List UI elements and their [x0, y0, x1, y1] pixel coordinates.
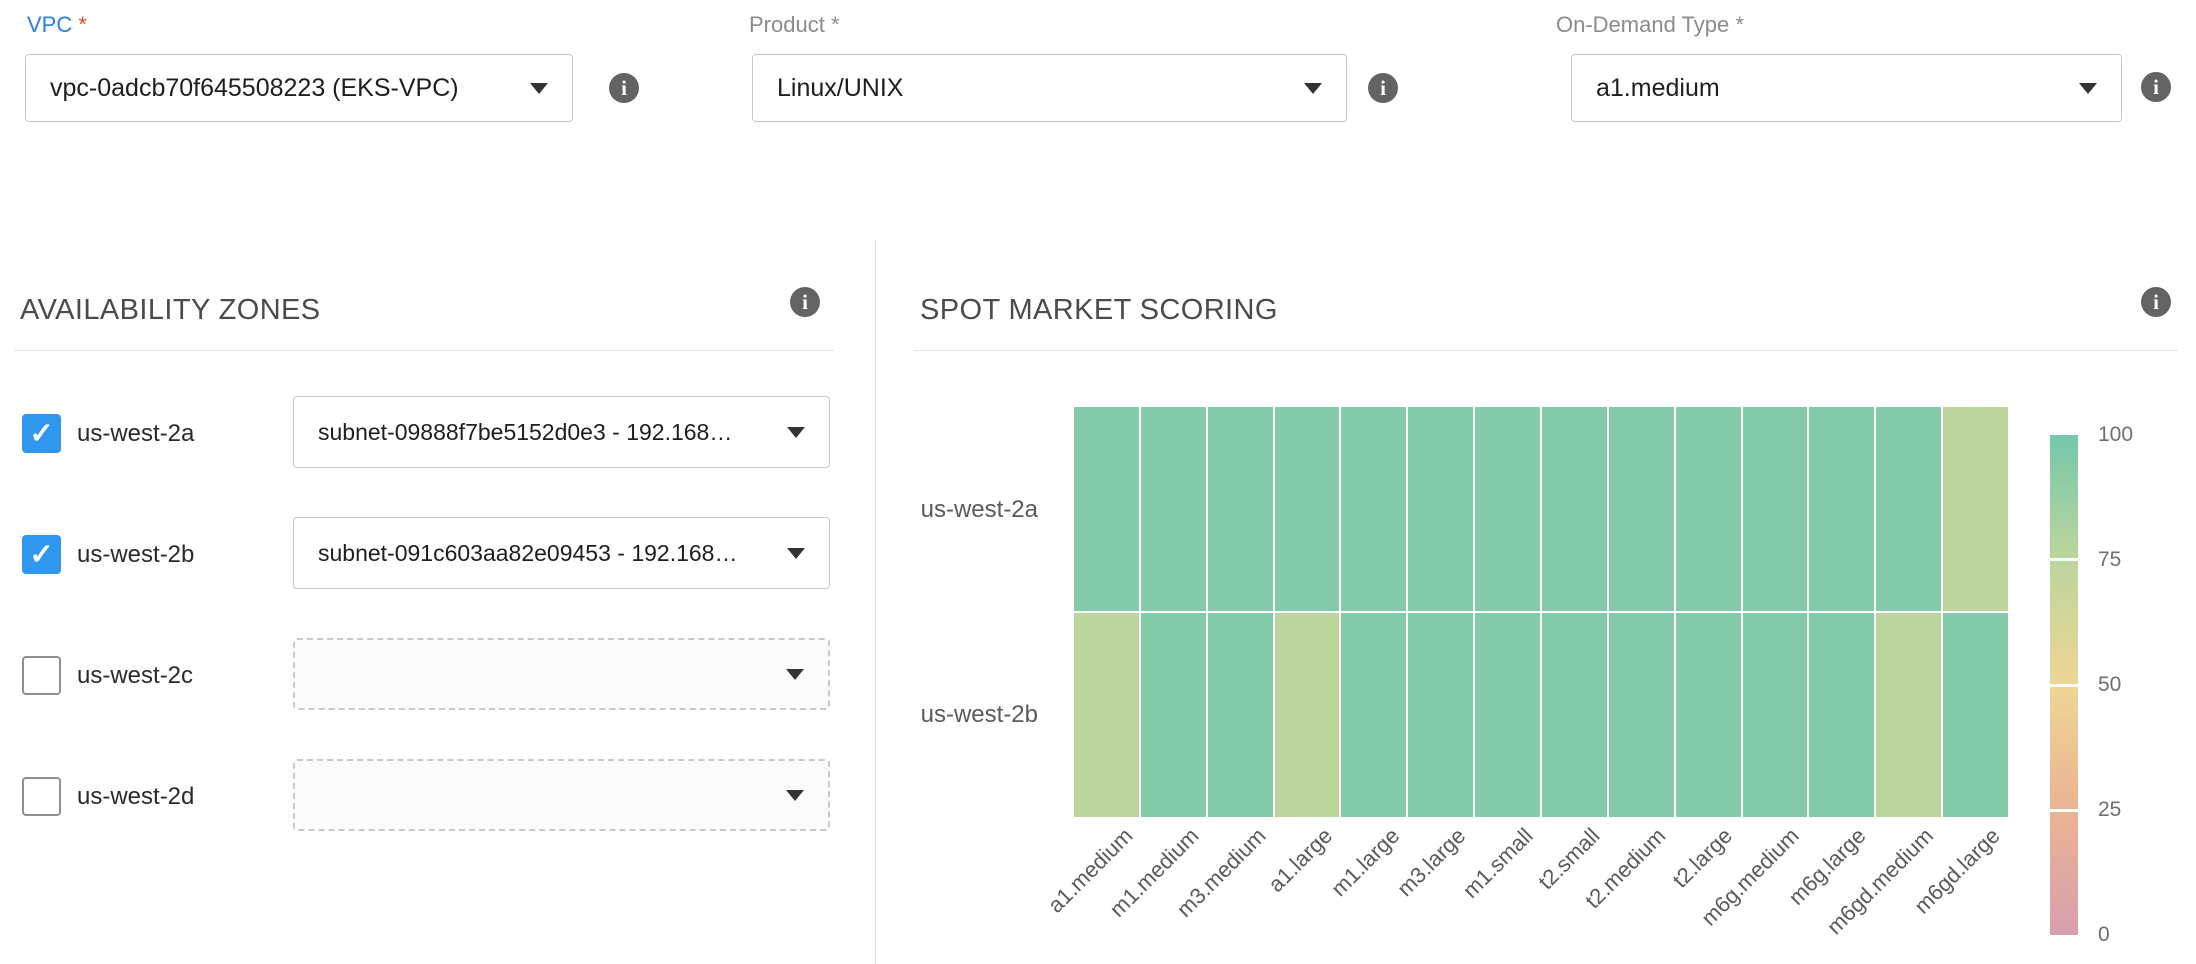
- subnet-select-us-west-2b[interactable]: subnet-091c603aa82e09453 - 192.168…: [293, 517, 830, 589]
- page: VPC * vpc-0adcb70f645508223 (EKS-VPC) i …: [0, 0, 2196, 964]
- vpc-label-text: VPC: [27, 12, 72, 37]
- subnet-select-value: subnet-09888f7be5152d0e3 - 192.168…: [318, 419, 775, 446]
- heatmap-cell-us-west-2a-m1.large[interactable]: [1341, 407, 1406, 611]
- heatmap-cell-us-west-2b-t2.large[interactable]: [1676, 613, 1741, 817]
- colorbar-tick-75: 75: [2098, 547, 2178, 573]
- subnet-select-us-west-2a[interactable]: subnet-09888f7be5152d0e3 - 192.168…: [293, 396, 830, 468]
- heatmap-cell-us-west-2b-m3.large[interactable]: [1408, 613, 1473, 817]
- heatmap-cell-us-west-2b-m1.medium[interactable]: [1141, 613, 1206, 817]
- caret-down-icon: [787, 548, 805, 559]
- heatmap-colorbar: [2050, 435, 2078, 935]
- caret-down-icon: [1304, 83, 1322, 94]
- availability-zones-divider: [14, 350, 834, 351]
- heatmap-cell-us-west-2b-m6g.medium[interactable]: [1743, 613, 1808, 817]
- availability-zones-info-icon[interactable]: i: [790, 287, 820, 317]
- caret-down-icon: [786, 790, 804, 801]
- heatmap-cell-us-west-2a-m1.medium[interactable]: [1141, 407, 1206, 611]
- heatmap-cell-us-west-2b-m1.large[interactable]: [1341, 613, 1406, 817]
- heatmap-cell-us-west-2b-m6gd.medium[interactable]: [1876, 613, 1941, 817]
- heatmap-cell-us-west-2a-a1.medium[interactable]: [1074, 407, 1139, 611]
- vpc-required-asterisk: *: [78, 12, 87, 37]
- colorbar-segment: [2050, 687, 2078, 810]
- heatmap-cell-us-west-2b-m1.small[interactable]: [1475, 613, 1540, 817]
- on-demand-type-info-icon[interactable]: i: [2141, 72, 2171, 102]
- vpc-info-icon[interactable]: i: [609, 73, 639, 103]
- heatmap-cell-us-west-2a-a1.large[interactable]: [1275, 407, 1340, 611]
- az-row-us-west-2d: us-west-2d: [0, 759, 860, 880]
- spot-market-scoring-title: SPOT MARKET SCORING: [920, 294, 1278, 327]
- colorbar-segment: [2050, 561, 2078, 684]
- on-demand-type-select[interactable]: a1.medium: [1571, 54, 2122, 122]
- heatmap-cell-us-west-2b-a1.medium[interactable]: [1074, 613, 1139, 817]
- spot-market-scoring-divider: [914, 350, 2178, 351]
- heatmap-cell-us-west-2a-t2.medium[interactable]: [1609, 407, 1674, 611]
- caret-down-icon: [2079, 83, 2097, 94]
- heatmap-cell-us-west-2a-m1.small[interactable]: [1475, 407, 1540, 611]
- heatmap-cell-us-west-2b-t2.small[interactable]: [1542, 613, 1607, 817]
- vpc-select[interactable]: vpc-0adcb70f645508223 (EKS-VPC): [25, 54, 573, 122]
- heatmap-cell-us-west-2a-m3.medium[interactable]: [1208, 407, 1273, 611]
- zone-label-us-west-2b: us-west-2b: [77, 535, 194, 574]
- colorbar-tick-25: 25: [2098, 797, 2178, 823]
- colorbar-segment: [2050, 435, 2078, 558]
- vpc-select-value: vpc-0adcb70f645508223 (EKS-VPC): [50, 74, 518, 103]
- subnet-select-us-west-2c[interactable]: [293, 638, 830, 710]
- on-demand-type-required-asterisk: *: [1735, 12, 1744, 37]
- heatmap-cell-us-west-2b-m6g.large[interactable]: [1809, 613, 1874, 817]
- product-select-value: Linux/UNIX: [777, 74, 1292, 103]
- availability-zones-rows: ✓ us-west-2a subnet-09888f7be5152d0e3 - 19…: [0, 396, 860, 880]
- checkbox-checked-us-west-2a[interactable]: ✓: [22, 414, 61, 453]
- colorbar-tick-100: 100: [2098, 422, 2178, 448]
- zone-label-us-west-2c: us-west-2c: [77, 656, 193, 695]
- heatmap-cell-us-west-2a-t2.large[interactable]: [1676, 407, 1741, 611]
- az-row-us-west-2c: us-west-2c: [0, 638, 860, 759]
- caret-down-icon: [786, 669, 804, 680]
- heatmap-cell-us-west-2a-m6gd.large[interactable]: [1943, 407, 2008, 611]
- subnet-select-value: subnet-091c603aa82e09453 - 192.168…: [318, 540, 775, 567]
- az-row-us-west-2a: ✓ us-west-2a subnet-09888f7be5152d0e3 - 19…: [0, 396, 860, 517]
- heatmap-cell-us-west-2a-m6g.large[interactable]: [1809, 407, 1874, 611]
- product-label: Product *: [749, 12, 840, 38]
- heatmap-cell-us-west-2b-m6gd.large[interactable]: [1943, 613, 2008, 817]
- subnet-select-us-west-2d[interactable]: [293, 759, 830, 831]
- az-row-us-west-2b: ✓ us-west-2b subnet-091c603aa82e09453 - 19…: [0, 517, 860, 638]
- checkbox-checked-us-west-2b[interactable]: ✓: [22, 535, 61, 574]
- colorbar-tick-0: 0: [2098, 922, 2178, 948]
- panel-divider: [875, 240, 876, 964]
- heatmap-cell-us-west-2a-m6gd.medium[interactable]: [1876, 407, 1941, 611]
- product-label-text: Product: [749, 12, 825, 37]
- on-demand-type-select-value: a1.medium: [1596, 74, 2067, 103]
- heatmap-y-label-us-west-2b: us-west-2b: [868, 700, 1038, 730]
- product-select[interactable]: Linux/UNIX: [752, 54, 1347, 122]
- checkbox-unchecked-us-west-2c[interactable]: [22, 656, 61, 695]
- on-demand-type-label-text: On-Demand Type: [1556, 12, 1729, 37]
- checkbox-unchecked-us-west-2d[interactable]: [22, 777, 61, 816]
- heatmap-cell-us-west-2b-m3.medium[interactable]: [1208, 613, 1273, 817]
- zone-label-us-west-2d: us-west-2d: [77, 777, 194, 816]
- caret-down-icon: [787, 427, 805, 438]
- heatmap-y-label-us-west-2a: us-west-2a: [868, 495, 1038, 525]
- heatmap-cell-us-west-2a-t2.small[interactable]: [1542, 407, 1607, 611]
- heatmap-cell-us-west-2a-m3.large[interactable]: [1408, 407, 1473, 611]
- product-required-asterisk: *: [831, 12, 840, 37]
- on-demand-type-label: On-Demand Type *: [1556, 12, 1744, 38]
- zone-label-us-west-2a: us-west-2a: [77, 414, 194, 453]
- spot-market-heatmap: [1074, 407, 2008, 817]
- availability-zones-title: AVAILABILITY ZONES: [20, 294, 321, 327]
- heatmap-cell-us-west-2a-m6g.medium[interactable]: [1743, 407, 1808, 611]
- caret-down-icon: [530, 83, 548, 94]
- colorbar-tick-50: 50: [2098, 672, 2178, 698]
- heatmap-cell-us-west-2b-t2.medium[interactable]: [1609, 613, 1674, 817]
- heatmap-x-axis: a1.mediumm1.mediumm3.mediuma1.largem1.la…: [1074, 823, 2008, 964]
- spot-market-scoring-info-icon[interactable]: i: [2141, 287, 2171, 317]
- heatmap-cell-us-west-2b-a1.large[interactable]: [1275, 613, 1340, 817]
- product-info-icon[interactable]: i: [1368, 73, 1398, 103]
- colorbar-segment: [2050, 812, 2078, 935]
- vpc-label: VPC *: [27, 12, 87, 38]
